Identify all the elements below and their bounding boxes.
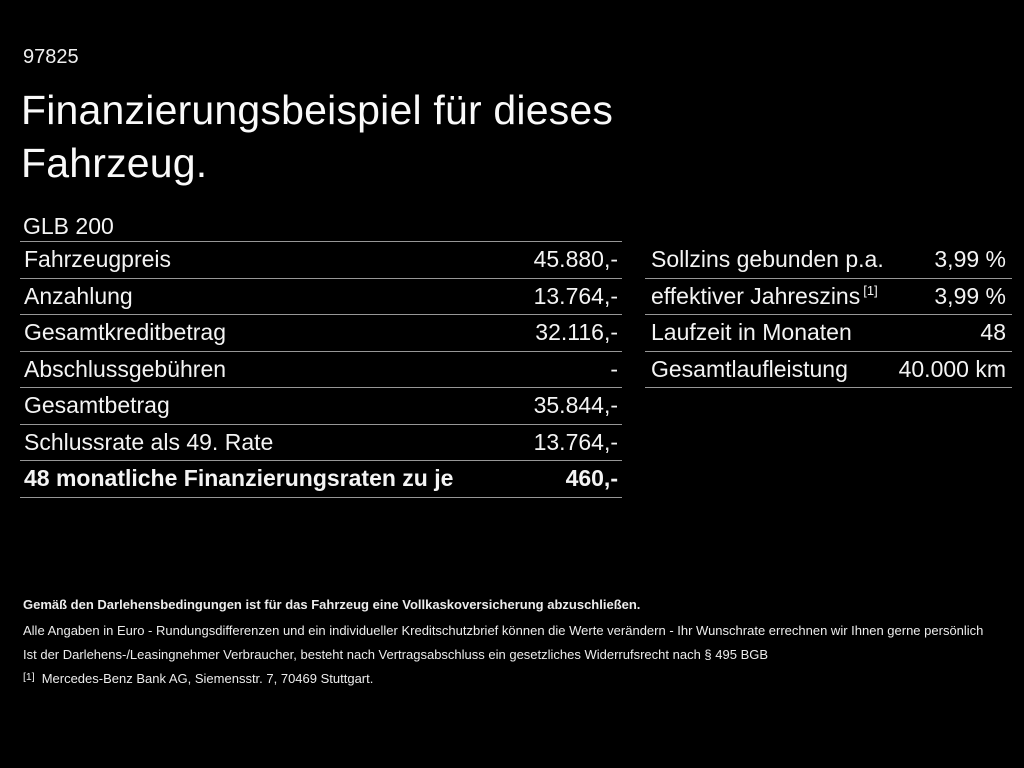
row-label: Schlussrate als 49. Rate <box>24 428 274 455</box>
row-value: - <box>610 355 618 382</box>
footnote-text: Mercedes-Benz Bank AG, Siemensstr. 7, 70… <box>41 671 374 686</box>
financing-row-gesamtbetrag: Gesamtbetrag 35.844,- <box>20 388 622 425</box>
row-label: Fahrzeugpreis <box>24 246 172 273</box>
page-title: Finanzierungsbeispiel für dieses Fahrzeu… <box>21 84 613 190</box>
conditions-row-gesamtlaufleistung: Gesamtlaufleistung 40.000 km <box>645 352 1012 388</box>
document-number: 97825 <box>23 46 79 68</box>
row-label: Anzahlung <box>24 282 133 309</box>
row-label: Gesamtbetrag <box>24 392 170 419</box>
vehicle-model-label: GLB 200 <box>23 212 114 239</box>
row-value: 460,- <box>565 465 618 492</box>
conditions-row-effektiver-jahreszins: effektiver Jahreszins [1] 3,99 % <box>645 279 1012 315</box>
financing-row-monatsrate: 48 monatliche Finanzierungsraten zu je 4… <box>20 461 622 498</box>
row-label: Laufzeit in Monaten <box>651 319 852 346</box>
row-value: 32.116,- <box>535 319 618 346</box>
disclaimer-line-1: Alle Angaben in Euro - Rundungsdifferenz… <box>23 623 984 638</box>
page-title-line-2: Fahrzeug. <box>21 140 208 186</box>
footnote-marker: [1] <box>23 671 35 683</box>
footnote: [1] Mercedes-Benz Bank AG, Siemensstr. 7,… <box>23 670 1023 689</box>
row-label: Abschlussgebühren <box>24 355 227 382</box>
financing-table: GLB 200 Fahrzeugpreis 45.880,- Anzahlung… <box>20 211 622 498</box>
conditions-table: Sollzins gebunden p.a. 3,99 % effektiver… <box>645 242 1012 388</box>
financing-row-abschlussgebuehren: Abschlussgebühren - <box>20 352 622 388</box>
row-label: Sollzins gebunden p.a. <box>651 246 884 273</box>
row-value: 3,99 % <box>934 282 1006 309</box>
row-value: 35.844,- <box>533 392 618 419</box>
conditions-row-laufzeit: Laufzeit in Monaten 48 <box>645 315 1012 352</box>
disclaimer-line-2: Ist der Darlehens-/Leasingnehmer Verbrau… <box>23 647 769 662</box>
financing-row-gesamtkreditbetrag: Gesamtkreditbetrag 32.116,- <box>20 315 622 352</box>
financing-row-fahrzeugpreis: Fahrzeugpreis 45.880,- <box>20 242 622 279</box>
row-label: 48 monatliche Finanzierungsraten zu je <box>24 465 454 492</box>
insurance-note: Gemäß den Darlehensbedingungen ist für d… <box>23 597 641 612</box>
row-value: 13.764,- <box>533 428 618 455</box>
row-value: 40.000 km <box>898 355 1006 382</box>
financing-row-schlussrate: Schlussrate als 49. Rate 13.764,- <box>20 425 622 461</box>
vehicle-model: GLB 200 <box>20 211 622 242</box>
row-label: effektiver Jahreszins [1] <box>651 282 878 309</box>
footer-notes: Gemäß den Darlehensbedingungen ist für d… <box>23 596 1023 689</box>
row-label: Gesamtkreditbetrag <box>24 319 226 346</box>
row-label: Gesamtlaufleistung <box>651 355 848 382</box>
page-title-line-1: Finanzierungsbeispiel für dieses <box>21 87 614 133</box>
row-value: 48 <box>980 319 1006 346</box>
row-value: 13.764,- <box>533 282 618 309</box>
row-value: 45.880,- <box>533 246 618 273</box>
conditions-row-sollzins: Sollzins gebunden p.a. 3,99 % <box>645 242 1012 279</box>
footnote-ref: [1] <box>863 283 878 299</box>
row-value: 3,99 % <box>934 246 1006 273</box>
financing-row-anzahlung: Anzahlung 13.764,- <box>20 279 622 315</box>
